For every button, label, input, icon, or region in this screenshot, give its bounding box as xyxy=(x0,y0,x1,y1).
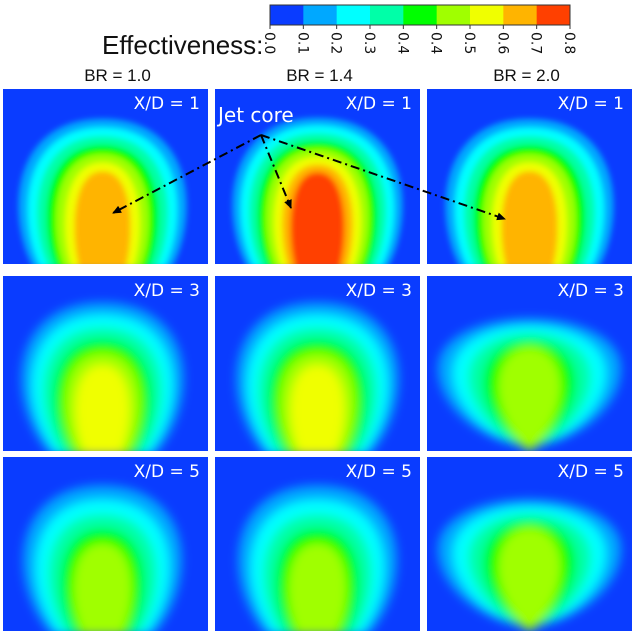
colorbar-tick-label: 0.2 xyxy=(328,32,344,54)
jet-core-annotation: Jet core xyxy=(112,103,506,221)
contour-level xyxy=(498,347,561,451)
panel-1-0: X/D = 3 xyxy=(3,276,208,451)
contour-level xyxy=(73,543,132,631)
panels-grid: X/D = 1 X/D = 1 X/D = 1 X/D = 3 X/D = 3 X/D =… xyxy=(3,89,632,631)
colorbar-tick-label: 0.4 xyxy=(394,32,410,54)
panel-label: X/D = 3 xyxy=(346,281,412,301)
colorbar-tick-label: 0.7 xyxy=(528,32,544,54)
panel-1-1: X/D = 3 xyxy=(215,276,420,451)
colorbar-band xyxy=(270,5,304,25)
jet-core-arrow xyxy=(260,134,292,209)
panel-label: X/D = 1 xyxy=(346,94,412,114)
panel-0-2: X/D = 1 xyxy=(427,89,632,264)
contour-level xyxy=(288,543,347,631)
jet-core-arrow xyxy=(112,134,262,214)
panel-label: X/D = 3 xyxy=(134,281,200,301)
contour-level xyxy=(501,171,558,264)
jet-core-arrow xyxy=(260,134,506,221)
colorbar-tick-label: 0.8 xyxy=(561,32,577,54)
panel-label: X/D = 5 xyxy=(346,462,412,482)
colorbar-band xyxy=(436,5,471,25)
colorbar-frame xyxy=(269,4,571,26)
panel-label: X/D = 5 xyxy=(558,462,624,482)
panel-0-0: X/D = 1 xyxy=(3,89,208,264)
panel-2-2: X/D = 5 xyxy=(427,457,632,631)
colorbar-band xyxy=(470,5,504,25)
column-header-br-1-4: BR = 1.4 xyxy=(286,66,353,85)
panel-1-2: X/D = 3 xyxy=(427,276,632,451)
column-header-br-1-0: BR = 1.0 xyxy=(84,66,151,85)
colorbar: 0.0 0.1 0.2 0.3 0.4 0.4 0.5 0.6 0.7 0.8 xyxy=(261,4,577,54)
contour-level xyxy=(74,171,131,264)
colorbar-band xyxy=(503,5,538,25)
panel-label: X/D = 3 xyxy=(558,281,624,301)
contour-level xyxy=(75,365,130,451)
contour-level xyxy=(498,528,561,631)
panel-label: X/D = 5 xyxy=(134,462,200,482)
panel-label: X/D = 1 xyxy=(558,94,624,114)
colorbar-band xyxy=(403,5,438,25)
colorbar-label: Effectiveness: xyxy=(102,30,264,60)
panel-2-0: X/D = 5 xyxy=(3,457,208,631)
colorbar-band xyxy=(370,5,404,25)
colorbar-tick-label: 0.4 xyxy=(428,32,444,54)
colorbar-tick-label: 0.5 xyxy=(461,32,477,54)
panel-0-1: X/D = 1 xyxy=(215,89,420,264)
panel-label: X/D = 1 xyxy=(134,94,200,114)
colorbar-band xyxy=(303,5,338,25)
jet-core-label: Jet core xyxy=(216,103,294,127)
colorbar-tick-label: 0.6 xyxy=(494,32,510,54)
panel-2-1: X/D = 5 xyxy=(215,457,420,631)
colorbar-tick-label: 0.3 xyxy=(361,32,377,54)
colorbar-tick-label: 0.1 xyxy=(294,32,310,54)
colorbar-band xyxy=(536,5,571,25)
column-header-br-2-0: BR = 2.0 xyxy=(493,66,560,85)
contour-level xyxy=(290,365,345,451)
colorbar-band xyxy=(336,5,371,25)
contour-level xyxy=(290,172,345,264)
colorbar-tick-label: 0.0 xyxy=(261,32,277,54)
